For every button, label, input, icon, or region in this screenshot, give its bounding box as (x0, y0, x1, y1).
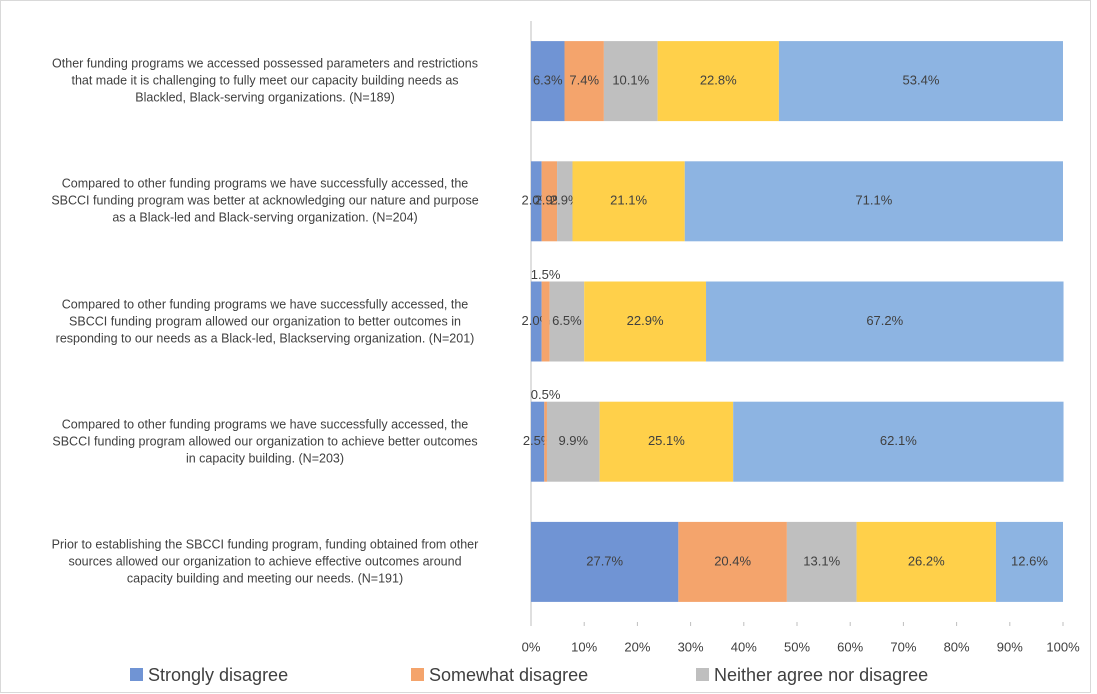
bar-segment (657, 41, 779, 122)
legend-swatch (130, 668, 143, 681)
bar-segment (531, 521, 679, 602)
bar-segment (549, 281, 585, 362)
bar-segment (531, 161, 542, 242)
x-tick-label: 10% (571, 639, 597, 654)
x-tick-label: 80% (944, 639, 970, 654)
legend-text: Somewhat disagree (429, 665, 588, 685)
legend-text: Neither agree nor disagree (714, 665, 928, 685)
bar-segment (733, 401, 1064, 482)
data-label: 25.1% (648, 433, 685, 448)
legend-text: Strongly disagree (148, 665, 288, 685)
bar-segment (564, 41, 604, 122)
x-tick-label: 40% (731, 639, 757, 654)
data-label: 62.1% (880, 433, 917, 448)
x-tick-label: 50% (784, 639, 810, 654)
data-label: 26.2% (908, 553, 945, 568)
data-label: 7.4% (569, 73, 599, 88)
x-tick-label: 100% (1046, 639, 1080, 654)
bar-segment (603, 41, 658, 122)
bar-segment (531, 401, 545, 482)
bar-segment (546, 401, 600, 482)
data-label: 12.6% (1011, 553, 1048, 568)
data-label: 0.5% (531, 387, 561, 402)
bar-segment (684, 161, 1063, 242)
category-label: Prior to establishing the SBCCI funding … (51, 537, 479, 586)
x-tick-label: 90% (997, 639, 1023, 654)
legend-swatch (696, 668, 709, 681)
data-label: 22.9% (627, 313, 664, 328)
data-label: 13.1% (803, 553, 840, 568)
bar-segment (786, 521, 857, 602)
bar-segment (557, 161, 573, 242)
x-tick-label: 0% (522, 639, 541, 654)
bar-segment (856, 521, 996, 602)
bar-segment (541, 161, 558, 242)
bar-segment (572, 161, 685, 242)
data-label: 6.3% (533, 73, 563, 88)
x-tick-label: 70% (890, 639, 916, 654)
data-label: 20.4% (714, 553, 751, 568)
category-label: Compared to other funding programs we ha… (51, 176, 479, 225)
data-label: 71.1% (855, 193, 892, 208)
x-tick-label: 60% (837, 639, 863, 654)
bar-segment (678, 521, 787, 602)
bar-segment (995, 521, 1063, 602)
bar-segment (531, 41, 565, 122)
data-label: 22.8% (700, 73, 737, 88)
data-label: 10.1% (612, 73, 649, 88)
bar-segment (531, 281, 542, 362)
bar-segment (599, 401, 734, 482)
data-label: 67.2% (866, 313, 903, 328)
x-tick-label: 20% (624, 639, 650, 654)
data-label: 9.9% (558, 433, 588, 448)
bar-segment (544, 401, 547, 482)
category-label: Compared to other funding programs we ha… (52, 417, 478, 466)
bar-segment (706, 281, 1064, 362)
bar-segment (584, 281, 707, 362)
legend-swatch (411, 668, 424, 681)
category-label: Compared to other funding programs we ha… (55, 297, 475, 345)
data-label: 53.4% (903, 73, 940, 88)
data-label: 1.5% (531, 267, 561, 282)
data-label: 21.1% (610, 193, 647, 208)
bar-segment (541, 281, 550, 362)
bar-segment (778, 41, 1063, 122)
data-label: 6.5% (552, 313, 582, 328)
x-tick-label: 30% (678, 639, 704, 654)
category-label: Other funding programs we accessed posse… (52, 56, 478, 105)
data-label: 27.7% (586, 553, 623, 568)
